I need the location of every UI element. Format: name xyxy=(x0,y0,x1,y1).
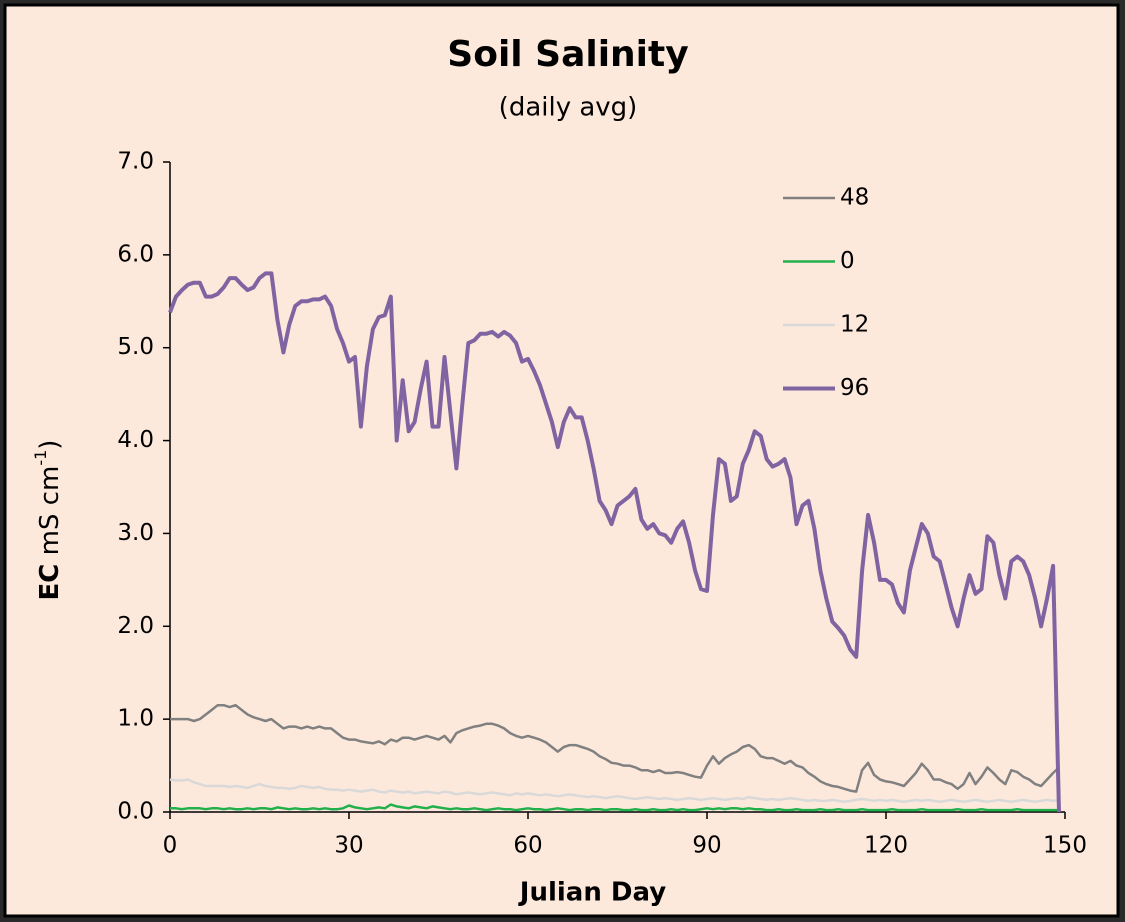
x-tick-label: 0 xyxy=(163,833,178,859)
series-line xyxy=(170,803,1059,812)
y-label-exponent: -1 xyxy=(31,450,50,466)
x-tick-label: 30 xyxy=(334,833,363,859)
series-line xyxy=(169,778,1060,804)
y-tick-label: 3.0 xyxy=(117,520,154,546)
y-label-tail: ) xyxy=(35,440,65,450)
y-label-unit: mS cm xyxy=(35,466,65,556)
x-tick-label: 150 xyxy=(1043,833,1087,859)
y-tick-label: 1.0 xyxy=(117,706,154,732)
y-tick-label: 2.0 xyxy=(117,613,154,639)
y-tick-label: 5.0 xyxy=(117,334,154,360)
legend-label: 0 xyxy=(840,248,855,274)
chart-panel xyxy=(3,3,1120,918)
x-tick-label: 120 xyxy=(864,833,908,859)
legend-label: 12 xyxy=(840,312,869,338)
x-tick-label: 60 xyxy=(513,833,542,859)
y-label-quantity: EC xyxy=(35,564,65,601)
x-tick-label: 90 xyxy=(692,833,721,859)
y-tick-label: 0.0 xyxy=(117,799,154,825)
y-tick-label: 6.0 xyxy=(117,241,154,267)
chart-title: Soil Salinity xyxy=(447,34,688,75)
series-line xyxy=(170,703,1060,793)
x-axis-label: Julian Day xyxy=(518,878,666,908)
legend-label: 48 xyxy=(840,185,869,211)
y-axis-label: EC mS cm-1) xyxy=(31,440,65,601)
series-line xyxy=(168,271,1061,813)
y-tick-label: 4.0 xyxy=(117,427,154,453)
y-tick-label: 7.0 xyxy=(117,149,154,175)
chart-subtitle: (daily avg) xyxy=(499,93,638,123)
legend-label: 96 xyxy=(840,375,869,401)
